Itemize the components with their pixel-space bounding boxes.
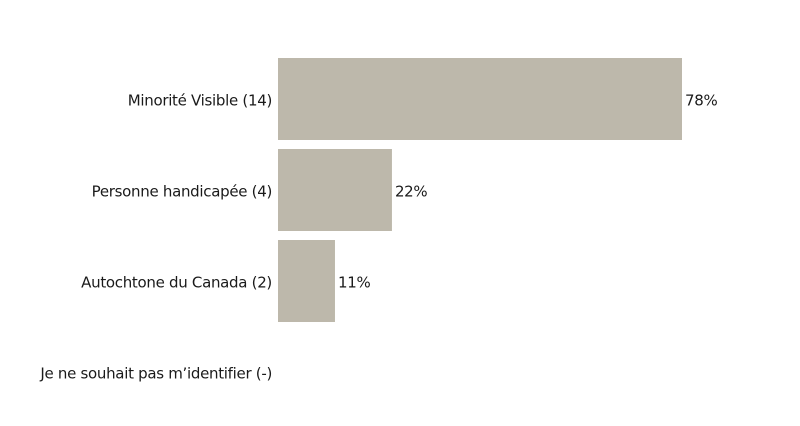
- bar: [278, 240, 335, 322]
- bar: [278, 58, 682, 140]
- category-label: Minorité Visible (14): [128, 92, 272, 110]
- value-label: 11%: [338, 274, 370, 292]
- value-label: 78%: [685, 92, 717, 110]
- category-label: Je ne souhait pas m’identifier (-): [39, 365, 272, 383]
- value-label: 22%: [395, 183, 427, 201]
- category-label: Personne handicapée (4): [92, 183, 272, 201]
- category-label: Autochtone du Canada (2): [81, 274, 272, 292]
- bar: [278, 149, 392, 231]
